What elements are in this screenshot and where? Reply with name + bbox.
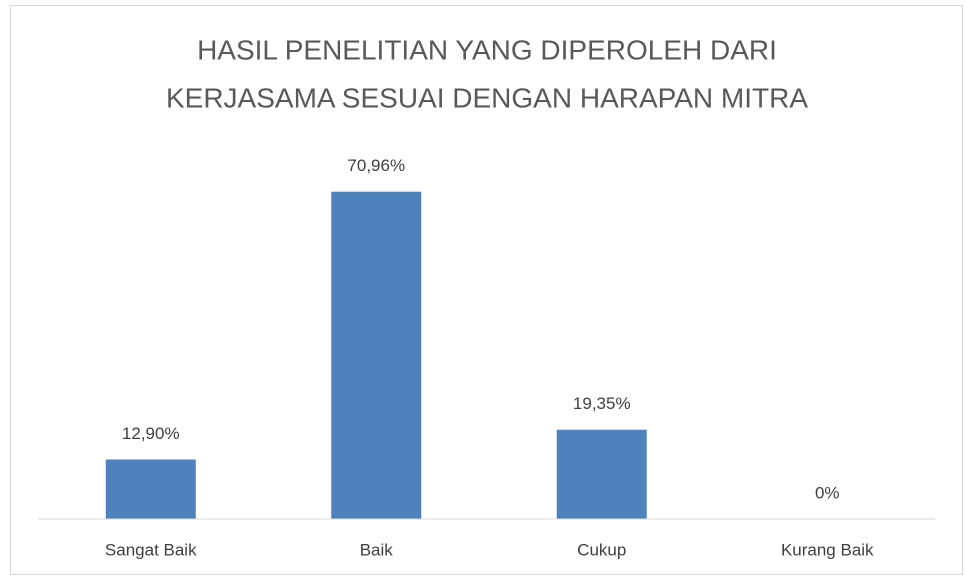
chart-title: HASIL PENELITIAN YANG DIPEROLEH DARI xyxy=(197,34,777,65)
value-label: 12,90% xyxy=(122,424,180,443)
bar xyxy=(556,429,647,519)
x-tick-label: Sangat Baik xyxy=(105,540,197,559)
chart-title: KERJASAMA SESUAI DENGAN HARAPAN MITRA xyxy=(166,82,808,113)
x-tick-label: Kurang Baik xyxy=(781,540,874,559)
bar xyxy=(331,191,422,519)
x-tick-label: Cukup xyxy=(577,540,626,559)
x-tick-label: Baik xyxy=(360,540,394,559)
value-label: 70,96% xyxy=(347,156,405,175)
value-label: 0% xyxy=(815,483,840,502)
value-label: 19,35% xyxy=(573,394,631,413)
bar xyxy=(105,459,196,519)
